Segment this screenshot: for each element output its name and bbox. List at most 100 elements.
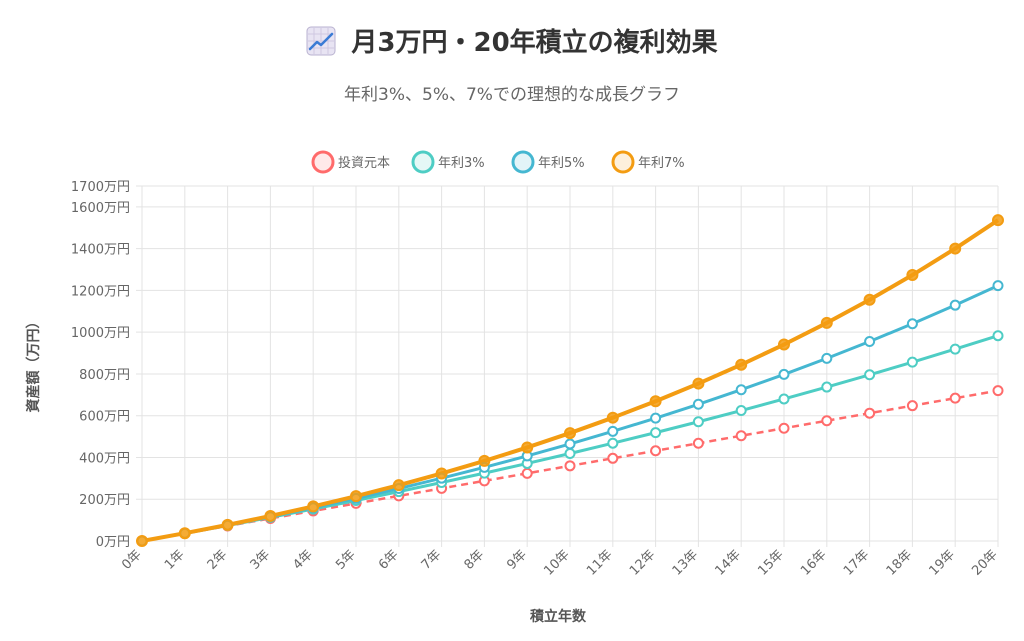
data-point[interactable] (649, 395, 662, 408)
y-tick-label: 1200万円 (71, 284, 130, 299)
legend-label: 年利7% (638, 156, 685, 171)
data-point[interactable] (607, 437, 619, 449)
data-point[interactable] (992, 280, 1004, 292)
data-point[interactable] (821, 381, 833, 393)
y-tick-label: 1700万円 (71, 180, 130, 195)
data-point[interactable] (692, 416, 704, 428)
data-point[interactable] (650, 427, 662, 439)
data-point[interactable] (949, 299, 961, 311)
data-point[interactable] (778, 368, 790, 380)
data-point[interactable] (521, 441, 534, 454)
data-point[interactable] (820, 316, 833, 329)
legend-item[interactable]: 年利3% (411, 150, 485, 174)
data-point[interactable] (778, 422, 790, 434)
data-point[interactable] (307, 500, 320, 513)
legend: 投資元本 年利3% 年利5% 年利7% (311, 150, 685, 174)
data-point[interactable] (906, 318, 918, 330)
x-tick-label: 8年 (462, 547, 488, 573)
data-point[interactable] (864, 407, 876, 419)
x-tick-label: 10年 (541, 547, 572, 578)
data-point[interactable] (949, 242, 962, 255)
data-point[interactable] (992, 330, 1004, 342)
data-point[interactable] (264, 509, 277, 522)
data-point[interactable] (564, 447, 576, 459)
data-point[interactable] (864, 369, 876, 381)
legend-swatch (311, 150, 335, 174)
data-point[interactable] (478, 454, 491, 467)
legend-swatch (411, 150, 435, 174)
data-point[interactable] (692, 398, 704, 410)
data-point[interactable] (564, 427, 576, 440)
data-point[interactable] (864, 335, 876, 347)
legend-item[interactable]: 年利7% (611, 150, 685, 174)
legend-swatch (511, 150, 535, 174)
x-tick-label: 15年 (755, 547, 786, 578)
x-tick-label: 14年 (713, 547, 744, 578)
y-axis-title: 資産額（万円） (25, 315, 42, 413)
data-point[interactable] (350, 490, 362, 503)
y-tick-label: 400万円 (79, 451, 130, 466)
y-tick-label: 200万円 (79, 493, 130, 508)
y-tick-label: 1000万円 (71, 326, 130, 341)
x-tick-label: 5年 (333, 547, 359, 573)
data-point[interactable] (564, 438, 576, 450)
x-tick-label: 0年 (119, 547, 145, 573)
data-point[interactable] (692, 437, 704, 449)
data-point[interactable] (778, 338, 790, 351)
data-point[interactable] (564, 460, 576, 472)
y-tick-label: 600万円 (79, 410, 130, 425)
y-tick-label: 1600万円 (71, 201, 130, 216)
chart-title: 月3万円・20年積立の複利効果 (351, 28, 718, 58)
data-point[interactable] (949, 343, 961, 355)
legend-label: 年利5% (538, 156, 585, 171)
data-point[interactable] (521, 467, 533, 479)
x-tick-label: 11年 (584, 547, 615, 578)
data-point[interactable] (650, 445, 662, 457)
x-tick-label: 20年 (969, 547, 1000, 578)
x-tick-label: 9年 (504, 547, 530, 573)
data-point[interactable] (607, 452, 619, 464)
x-tick-label: 18年 (884, 547, 915, 578)
data-point[interactable] (136, 535, 148, 547)
legend-swatch (611, 150, 635, 174)
data-point[interactable] (607, 425, 619, 437)
x-tick-label: 7年 (419, 547, 445, 573)
data-point[interactable] (821, 415, 833, 427)
x-tick-label: 13年 (670, 547, 701, 578)
data-point[interactable] (735, 430, 747, 442)
legend-label: 投資元本 (338, 155, 390, 171)
y-tick-label: 0万円 (96, 535, 130, 550)
data-point[interactable] (992, 214, 1004, 227)
y-tick-label: 1400万円 (71, 243, 130, 258)
data-point[interactable] (692, 377, 705, 390)
y-tick-label: 800万円 (79, 368, 130, 383)
legend-label: 年利3% (438, 156, 485, 171)
x-tick-label: 16年 (798, 547, 829, 578)
data-point[interactable] (778, 393, 790, 405)
data-point[interactable] (735, 405, 747, 417)
data-point[interactable] (863, 293, 876, 306)
data-point[interactable] (650, 412, 662, 424)
x-tick-label: 3年 (248, 547, 274, 573)
data-point[interactable] (178, 527, 191, 540)
x-tick-label: 12年 (627, 547, 658, 578)
data-point[interactable] (906, 400, 918, 412)
legend-item[interactable]: 年利5% (511, 150, 585, 174)
data-point[interactable] (992, 385, 1004, 397)
x-tick-label: 6年 (376, 547, 402, 573)
data-point[interactable] (906, 356, 918, 368)
data-point[interactable] (735, 384, 747, 396)
data-point[interactable] (435, 467, 448, 480)
x-tick-label: 19年 (927, 547, 958, 578)
data-point[interactable] (392, 479, 405, 492)
data-point[interactable] (735, 358, 748, 371)
data-point[interactable] (606, 411, 619, 424)
legend-item[interactable]: 投資元本 (311, 150, 390, 174)
data-point[interactable] (949, 392, 961, 404)
data-point[interactable] (221, 518, 234, 531)
data-point[interactable] (821, 352, 833, 364)
x-tick-label: 4年 (290, 547, 316, 573)
data-point[interactable] (906, 269, 919, 282)
chart-subtitle: 年利3%、5%、7%での理想的な成長グラフ (344, 85, 680, 105)
